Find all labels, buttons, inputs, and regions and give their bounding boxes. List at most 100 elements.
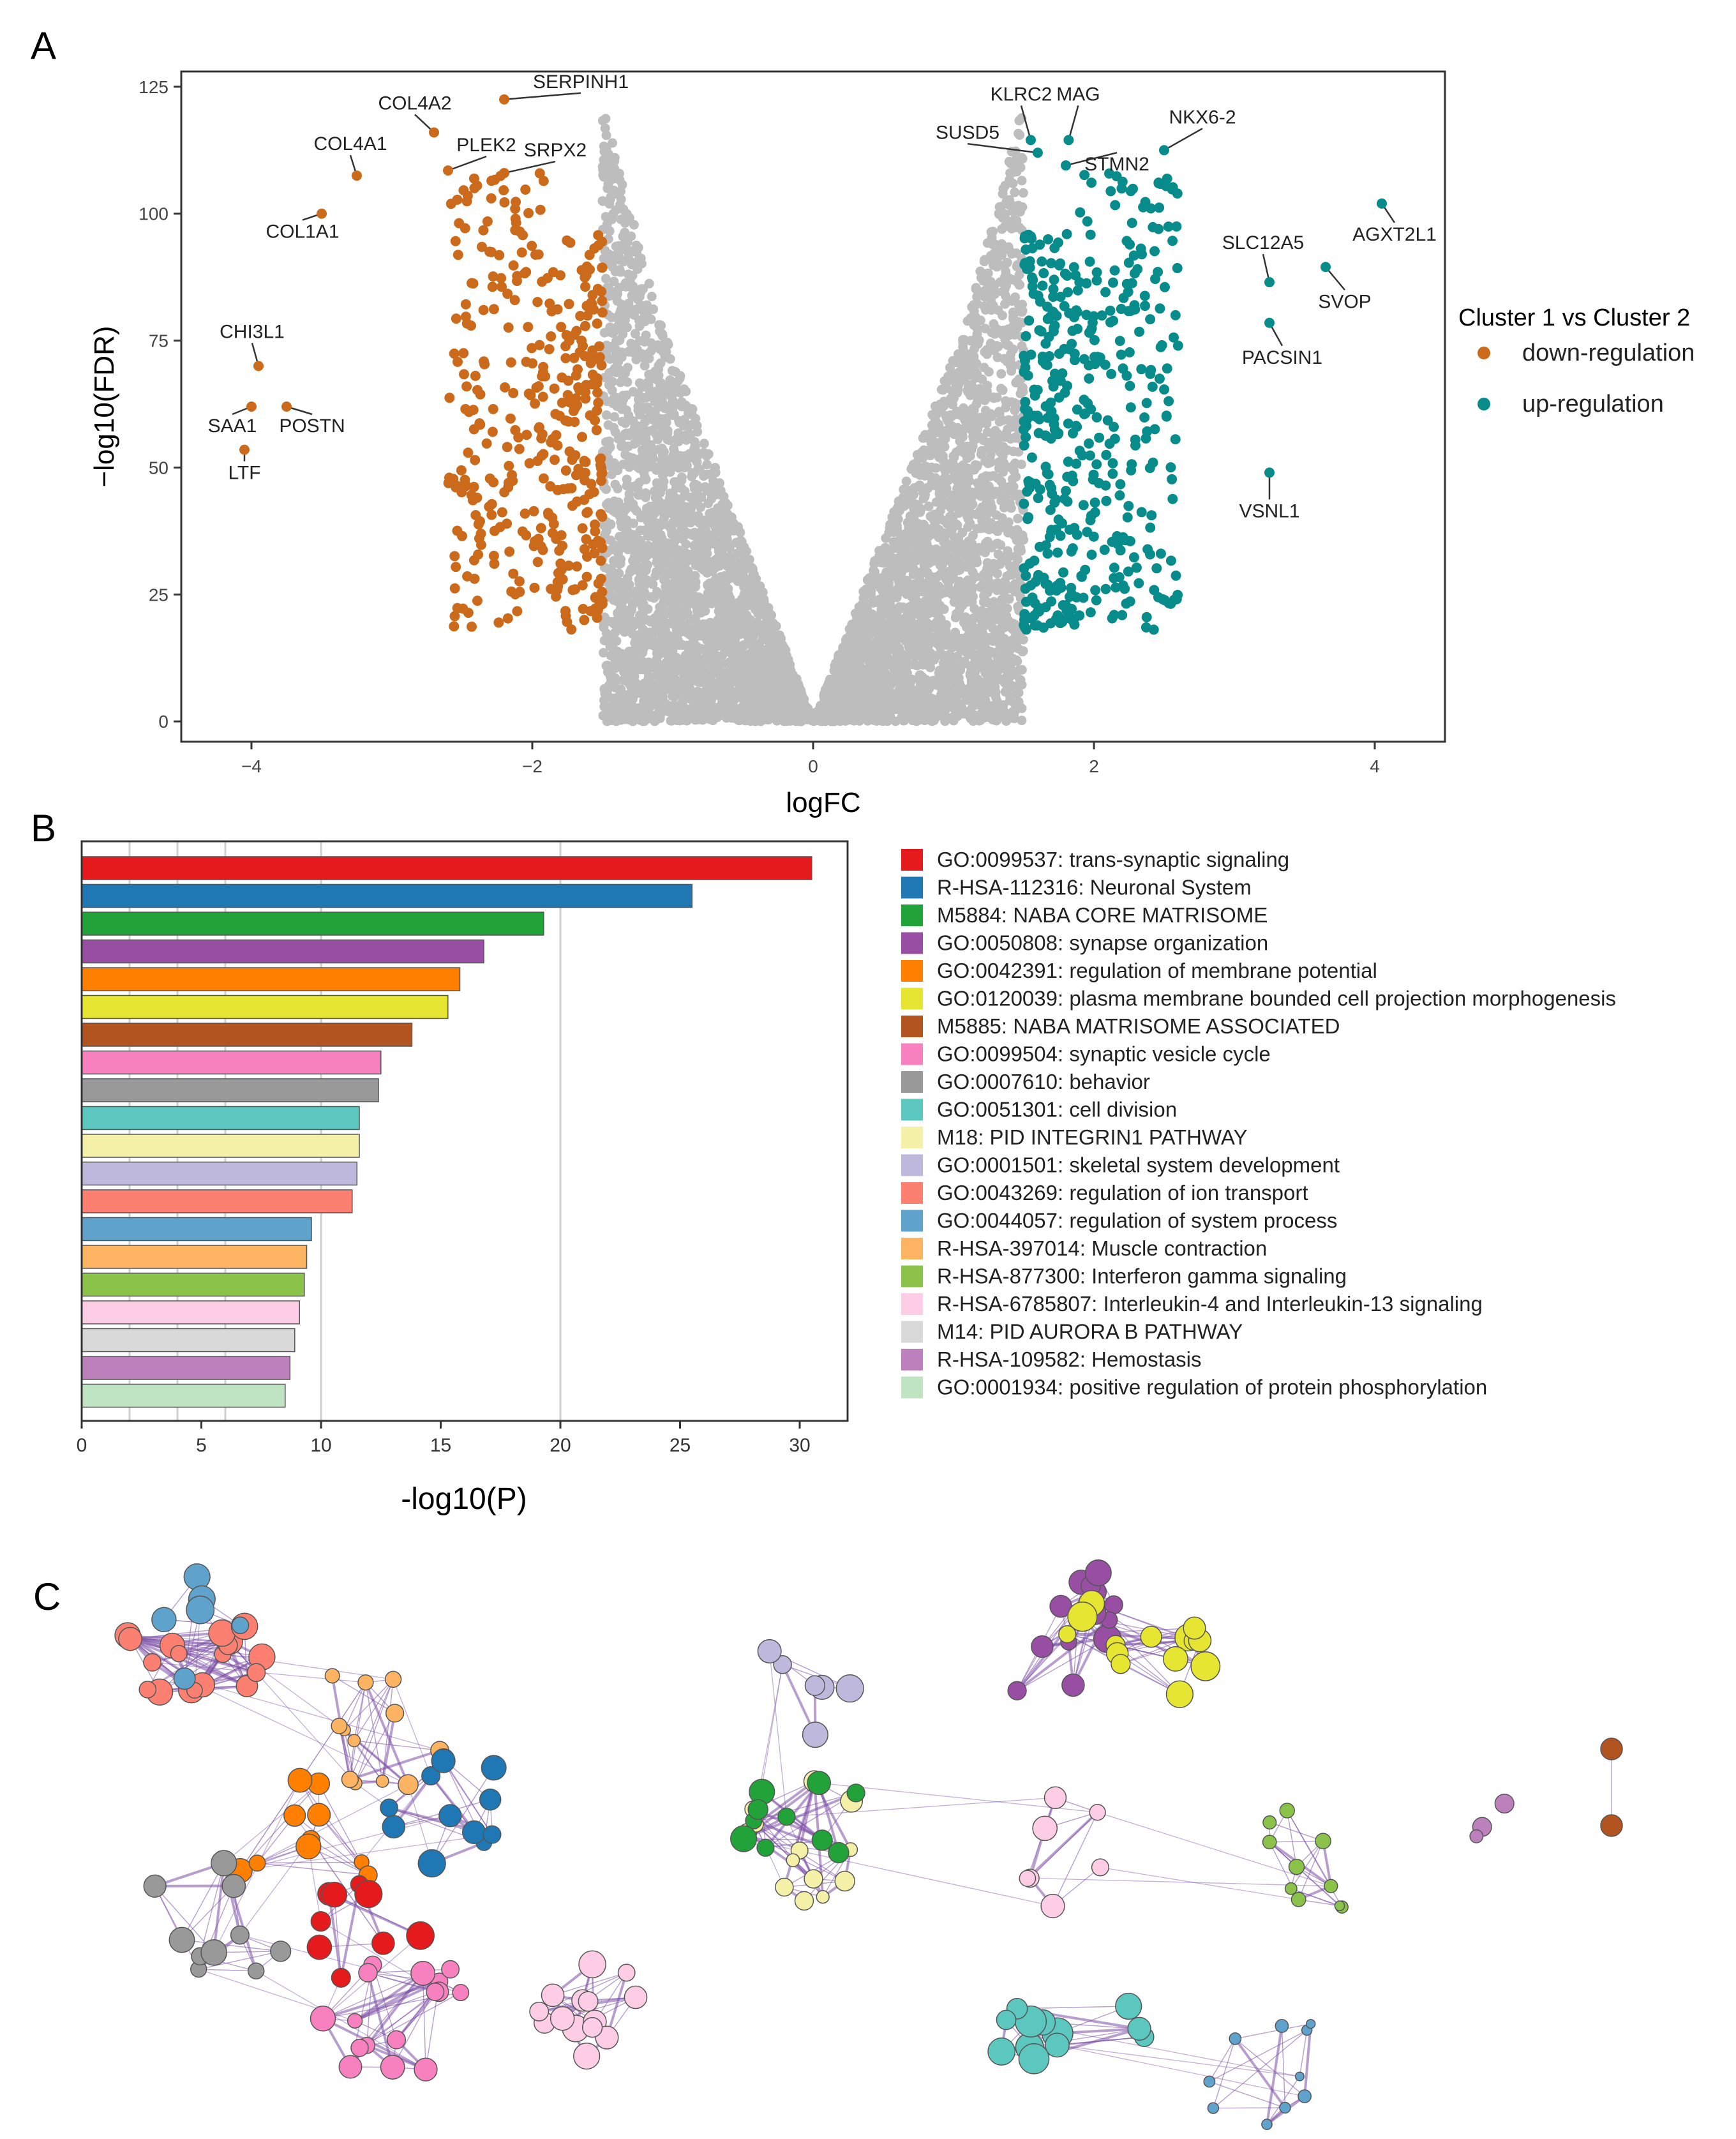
volcano-point-ns (980, 324, 991, 334)
volcano-point-ns (670, 543, 680, 553)
volcano-point-ns (917, 522, 927, 532)
volcano-point-ns (610, 479, 620, 490)
volcano-point-ns (989, 248, 999, 258)
volcano-point-ns (601, 114, 611, 124)
volcano-point-ns (696, 620, 707, 630)
volcano-point-ns (612, 313, 622, 322)
volcano-point-ns (605, 342, 615, 352)
volcano-point-ns (924, 501, 934, 511)
volcano-point-ns (936, 548, 946, 559)
volcano-point-ns (737, 685, 747, 695)
volcano-point-ns (661, 509, 671, 520)
volcano-point-ns (996, 540, 1006, 550)
volcano-point-ns (684, 689, 694, 699)
volcano-point-ns (687, 404, 698, 414)
volcano-point-ns (858, 667, 868, 677)
volcano-point-ns (693, 463, 703, 473)
volcano-point-ns (612, 596, 622, 606)
volcano-point-ns (893, 689, 903, 700)
volcano-point-ns (887, 512, 897, 522)
volcano-point-ns (601, 410, 611, 420)
volcano-point-ns (629, 645, 640, 655)
volcano-point-ns (936, 476, 946, 486)
volcano-point-ns (637, 614, 647, 624)
volcano-point-ns (722, 615, 732, 625)
volcano-point-ns (734, 559, 744, 569)
volcano-point-ns (700, 482, 710, 492)
volcano-point-ns (631, 538, 641, 548)
volcano-point-ns (668, 518, 678, 528)
volcano-point-ns (601, 701, 611, 711)
volcano-point-ns (899, 496, 909, 506)
volcano-point-ns (683, 566, 693, 576)
volcano-point-ns (878, 632, 888, 642)
volcano-point-ns (897, 563, 908, 573)
volcano-point-ns (969, 490, 979, 499)
volcano-point-ns (885, 700, 895, 710)
volcano-point-ns (604, 380, 614, 390)
volcano-point-ns (608, 169, 618, 179)
volcano-point-ns (678, 677, 688, 687)
volcano-point-ns (655, 326, 665, 336)
volcano-point-ns (934, 668, 944, 678)
volcano-point-ns (979, 301, 989, 311)
volcano-point-ns (957, 466, 968, 476)
volcano-point-ns (679, 384, 689, 394)
volcano-point-ns (781, 677, 791, 687)
volcano-point-ns (1010, 187, 1020, 197)
volcano-point-ns (1006, 713, 1016, 723)
volcano-point-ns (904, 522, 914, 532)
volcano-point-ns (599, 168, 610, 178)
volcano-point-ns (939, 376, 950, 386)
volcano-point-ns (677, 472, 687, 483)
volcano-point-ns (1012, 534, 1022, 544)
volcano-point-ns (647, 636, 657, 646)
volcano-point-ns (606, 290, 617, 301)
volcano-point-ns (722, 561, 733, 571)
volcano-point-ns (971, 358, 982, 368)
volcano-point-ns (756, 716, 766, 726)
volcano-point-ns (615, 532, 625, 542)
volcano-point-ns (707, 494, 717, 504)
volcano-point-ns (934, 449, 944, 459)
volcano-point-ns (1016, 546, 1026, 556)
volcano-point-ns (976, 446, 987, 456)
volcano-point-ns (999, 622, 1009, 633)
volcano-point-ns (910, 463, 920, 473)
volcano-point-ns (643, 413, 654, 423)
volcano-point-ns (629, 598, 639, 608)
volcano-point-ns (626, 231, 636, 241)
volcano-point-ns (1011, 689, 1021, 698)
volcano-point-ns (712, 508, 722, 518)
volcano-point-ns (955, 679, 964, 689)
volcano-point-ns (1002, 554, 1012, 564)
volcano-point-ns (601, 484, 611, 494)
volcano-point-ns (664, 385, 675, 395)
volcano-point-ns (644, 354, 654, 364)
volcano-point-ns (599, 253, 609, 264)
volcano-point-ns (959, 492, 969, 502)
volcano-point-ns (992, 473, 1003, 483)
volcano-point-ns (942, 414, 952, 424)
volcano-point-ns (901, 476, 911, 486)
volcano-point-ns (622, 531, 632, 541)
volcano-point-ns (632, 506, 641, 516)
volcano-point-ns (971, 400, 982, 409)
volcano-point-ns (1009, 214, 1019, 225)
volcano-point-ns (749, 631, 758, 641)
volcano-point-ns (989, 599, 999, 609)
volcano-point-ns (958, 334, 968, 345)
volcano-point-ns (980, 347, 990, 357)
volcano-point-ns (964, 370, 975, 380)
volcano-point-ns (1010, 405, 1020, 416)
volcano-point-ns (794, 689, 804, 699)
volcano-point-ns (879, 657, 889, 667)
volcano-point-ns (945, 491, 955, 501)
volcano-point-ns (985, 437, 995, 447)
volcano-point-ns (689, 447, 700, 458)
volcano-point-ns (955, 559, 966, 569)
volcano-point-ns (616, 517, 626, 527)
volcano-point-ns (991, 647, 1001, 657)
volcano-point-ns (915, 507, 925, 517)
